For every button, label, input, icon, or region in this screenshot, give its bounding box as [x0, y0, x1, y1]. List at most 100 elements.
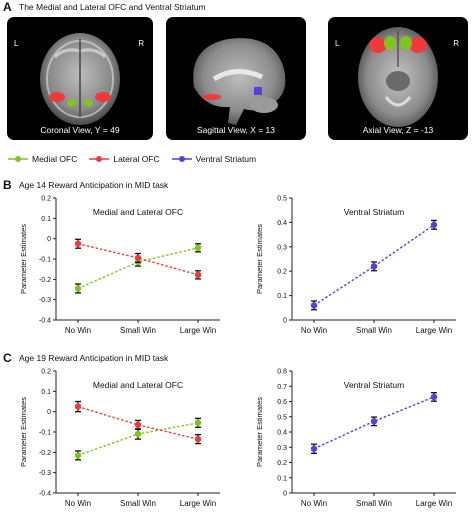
y-tick-label: 0 — [283, 318, 287, 325]
chart-age14-ventral-striatum: 0.5 0.4 0.3 0.2 0.1 0 No Win Small Win Large Win… — [255, 196, 456, 335]
x-tick-label: Large Win — [416, 326, 452, 335]
y-tick-label: 0.5 — [277, 414, 287, 421]
legend-swatch-lateral-ofc — [89, 156, 110, 162]
right-hemisphere-label: R — [138, 39, 144, 48]
data-point — [310, 445, 318, 452]
y-axis-label: Parameter Estimates — [19, 397, 28, 467]
ventral-striatum-region — [254, 87, 262, 95]
y-tick-label: 0.1 — [41, 216, 51, 223]
x-tick-label: Small Win — [356, 326, 392, 335]
lateral-ofc-region — [409, 37, 427, 53]
legend-item-lateral-ofc: Lateral OFC — [89, 154, 160, 164]
chart-title: Ventral Striatum — [344, 207, 404, 217]
series-line — [313, 224, 435, 306]
coronal-scan-image: L R Coronal View, Y = 49 — [7, 17, 153, 140]
data-point — [310, 302, 318, 309]
lateral-ofc-region — [49, 92, 65, 102]
legend-swatch-medial-ofc — [8, 156, 28, 162]
data-point — [194, 271, 202, 279]
lateral-ofc-region — [95, 92, 111, 102]
x-tick-label: Small Win — [120, 499, 156, 508]
data-point — [134, 430, 142, 438]
y-tick-label: 0.3 — [277, 244, 287, 251]
y-axis-label: Parameter Estimates — [19, 224, 28, 294]
legend-item-ventral-striatum: Ventral Striatum — [171, 154, 257, 164]
y-tick-label: 0 — [47, 409, 51, 416]
y-tick-label: 0.6 — [277, 399, 287, 406]
x-tick-label: Large Win — [180, 499, 216, 508]
chart-age14-ofc: 0.2 0.1 0 -0.1 -0.2 -0.3 -0.4 No Win Small Win La… — [19, 196, 220, 335]
left-hemisphere-label: L — [335, 39, 340, 48]
y-axis-label: Parameter Estimates — [255, 224, 264, 294]
data-point — [74, 452, 82, 459]
y-tick-label: -0.1 — [39, 257, 51, 264]
y-tick-label: 0 — [47, 236, 51, 243]
y-tick-label: 0 — [283, 491, 287, 498]
panel-a-title: The Medial and Lateral OFC and Ventral S… — [19, 2, 206, 12]
coronal-brain-graphic — [40, 33, 120, 125]
data-point — [430, 393, 438, 401]
medial-ofc-region — [400, 36, 412, 50]
panel-a-letter: A — [3, 0, 12, 14]
y-tick-label: 0.1 — [277, 293, 287, 300]
y-tick-label: -0.3 — [39, 470, 51, 477]
y-tick-label: -0.2 — [39, 450, 51, 457]
right-hemisphere-label: R — [453, 39, 459, 48]
y-tick-label: -0.3 — [39, 297, 51, 304]
y-tick-label: 0.2 — [277, 460, 287, 467]
legend-label: Medial OFC — [32, 154, 78, 164]
x-tick-label: No Win — [65, 326, 91, 335]
y-tick-label: 0.4 — [277, 430, 287, 437]
y-tick-label: -0.1 — [39, 430, 51, 437]
x-tick-label: Large Win — [180, 326, 216, 335]
x-tick-label: Small Win — [120, 326, 156, 335]
series-line — [77, 405, 199, 440]
data-point — [134, 254, 142, 262]
legend-item-medial-ofc: Medial OFC — [8, 154, 77, 164]
medial-ofc-region — [83, 99, 93, 107]
chart-title: Medial and Lateral OFC — [93, 207, 183, 217]
legend-label: Ventral Striatum — [195, 154, 257, 164]
y-tick-label: 0.2 — [41, 369, 51, 376]
axial-caption: Axial View, Z = -13 — [362, 125, 434, 135]
data-point — [370, 418, 378, 425]
x-tick-label: Large Win — [416, 499, 452, 508]
panel-b-letter: B — [3, 178, 12, 192]
data-point — [134, 421, 142, 429]
chart-title: Ventral Striatum — [344, 380, 404, 390]
data-point — [430, 221, 438, 229]
y-tick-label: 0.4 — [277, 220, 287, 227]
legend-label: Lateral OFC — [113, 154, 160, 164]
axial-brain-graphic — [358, 27, 438, 127]
y-tick-label: 0.8 — [277, 369, 287, 376]
y-tick-label: -0.4 — [39, 318, 51, 325]
x-tick-label: No Win — [301, 499, 327, 508]
data-point — [194, 419, 202, 427]
chart-title: Medial and Lateral OFC — [93, 380, 183, 390]
medial-ofc-region — [67, 99, 77, 107]
legend-swatch-ventral-striatum — [171, 156, 192, 162]
data-point — [194, 244, 202, 252]
chart-age19-ofc: 0.2 0.1 0 -0.1 -0.2 -0.3 -0.4 No Win Small Win La… — [19, 369, 220, 508]
y-tick-label: 0.5 — [277, 196, 287, 203]
left-hemisphere-label: L — [14, 39, 19, 48]
region-legend: Medial OFC Lateral OFC Ventral Striatum — [8, 152, 268, 166]
data-point — [74, 285, 82, 292]
y-tick-label: 0.2 — [41, 196, 51, 203]
data-point — [74, 403, 82, 410]
panel-b-title: Age 14 Reward Anticipation in MID task — [19, 180, 169, 190]
medial-ofc-region — [384, 36, 396, 50]
panel-c-letter: C — [3, 351, 12, 365]
lateral-ofc-region — [203, 94, 221, 100]
data-point — [74, 240, 82, 247]
x-tick-label: No Win — [65, 499, 91, 508]
series-line — [313, 396, 435, 450]
lateral-ofc-region — [369, 37, 387, 53]
x-tick-label: Small Win — [356, 499, 392, 508]
coronal-caption: Coronal View, Y = 49 — [40, 125, 120, 135]
sagittal-caption: Sagittal View, X = 13 — [196, 125, 276, 135]
axial-scan-image: L R Axial View, Z = -13 — [328, 17, 468, 140]
y-tick-label: 0.1 — [41, 389, 51, 396]
y-axis-label: Parameter Estimates — [255, 397, 264, 467]
chart-age19-ventral-striatum: 0.8 0.7 0.6 0.5 0.4 0.3 0.2 0.1 0 No Win Small Win… — [255, 369, 456, 508]
